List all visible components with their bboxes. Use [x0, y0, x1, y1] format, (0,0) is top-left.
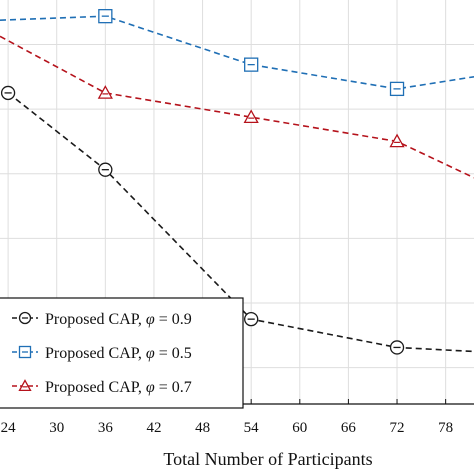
legend-label: Proposed CAP, φ = 0.9: [45, 311, 192, 328]
x-tick-label: 66: [341, 420, 357, 436]
series-group: [0, 9, 474, 355]
series-circle: [0, 85, 474, 355]
x-tick-label: 36: [98, 420, 114, 436]
x-tick-label: 72: [390, 420, 405, 436]
x-tick-label: 48: [195, 420, 210, 436]
legend-entry: Proposed CAP, φ = 0.7: [12, 379, 192, 396]
legend-label: Proposed CAP, φ = 0.5: [45, 345, 192, 362]
x-tick-labels: 24 30 36 42 48 54 60 66 72 78: [1, 420, 454, 436]
data-point-triangle: [389, 133, 405, 148]
x-tick-label: 60: [292, 420, 307, 436]
x-tick-label: 78: [438, 420, 453, 436]
x-tick-label: 54: [244, 420, 260, 436]
legend-box: [0, 297, 244, 409]
legend-entry: Proposed CAP, φ = 0.5: [12, 345, 192, 362]
legend-label: Proposed CAP, φ = 0.7: [45, 379, 192, 396]
series-triangle: [0, 35, 474, 179]
x-axis-title: Total Number of Participants: [163, 449, 372, 469]
x-tick-label: 30: [49, 420, 64, 436]
legend: Proposed CAP, φ = 0.9 Proposed CAP, φ = 0…: [0, 297, 244, 409]
series-square: [0, 9, 474, 97]
series-line: [0, 15, 474, 90]
legend-entry: Proposed CAP, φ = 0.9: [12, 311, 192, 328]
x-tick-label: 42: [146, 420, 161, 436]
x-tick-label: 24: [1, 420, 17, 436]
series-line: [0, 35, 474, 179]
data-point-triangle: [18, 379, 32, 392]
data-point-triangle: [97, 85, 113, 99]
data-point-triangle: [243, 109, 259, 124]
